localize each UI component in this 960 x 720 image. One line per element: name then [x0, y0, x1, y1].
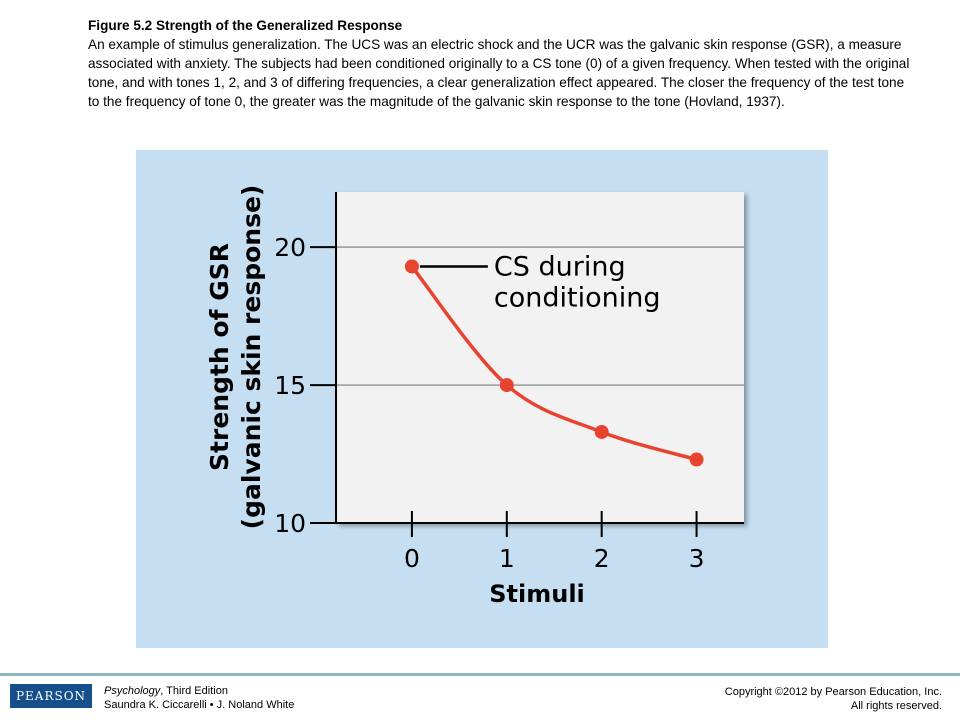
x-tick-label-0: 0 — [404, 544, 420, 573]
book-title: Psychology — [104, 685, 161, 697]
footer-rule — [0, 673, 960, 676]
y-axis-label-line2: (galvanic skin response) — [237, 185, 266, 530]
book-authors: Saundra K. Ciccarelli • J. Noland White — [104, 699, 295, 711]
pearson-logo: PEARSON — [10, 684, 92, 708]
gsr-series-line — [410, 265, 698, 462]
y-axis-label-line1: Strength of GSR — [205, 243, 234, 471]
figure-caption: Figure 5.2 Strength of the Generalized R… — [88, 16, 918, 111]
gsr-series-points — [404, 259, 704, 467]
data-point-3 — [689, 452, 704, 467]
data-point-0 — [404, 259, 419, 274]
data-point-1 — [499, 378, 514, 393]
y-tick-label-20: 20 — [274, 233, 306, 262]
book-info: Psychology, Third Edition Saundra K. Cic… — [104, 684, 294, 712]
annotation-text-line2: conditioning — [494, 282, 661, 313]
x-tick-label-1: 1 — [499, 544, 515, 573]
book-edition: , Third Edition — [160, 685, 228, 697]
copyright-notice: Copyright ©2012 by Pearson Education, In… — [725, 685, 942, 713]
gsr-chart: 10 15 20 0 1 2 3 CS during conditioning Stimu… — [205, 185, 744, 608]
y-tick-label-10: 10 — [274, 509, 306, 538]
y-tick-label-15: 15 — [274, 371, 306, 400]
annotation-text-line1: CS during — [494, 251, 626, 282]
plot-area — [336, 192, 744, 523]
x-tick-label-3: 3 — [689, 544, 705, 573]
figure-panel: 10 15 20 0 1 2 3 CS during conditioning Stimu… — [136, 150, 828, 648]
gridlines — [336, 246, 744, 386]
rights-line: All rights reserved. — [850, 700, 942, 712]
x-axis-label: Stimuli — [489, 580, 585, 608]
x-tick-label-2: 2 — [594, 544, 610, 573]
figure-description: An example of stimulus generalization. T… — [88, 37, 910, 109]
copyright-line: Copyright ©2012 by Pearson Education, In… — [724, 686, 942, 698]
data-point-2 — [594, 424, 609, 439]
figure-title: Figure 5.2 Strength of the Generalized R… — [88, 18, 403, 33]
y-axis-ticks: 10 15 20 — [274, 233, 336, 538]
